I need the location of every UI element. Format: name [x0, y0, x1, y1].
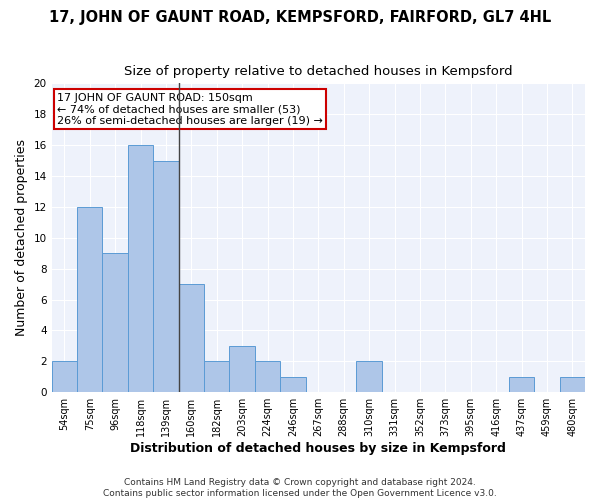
Bar: [103, 253, 128, 392]
Title: Size of property relative to detached houses in Kempsford: Size of property relative to detached ho…: [124, 65, 512, 78]
Bar: [204, 362, 229, 392]
Bar: [128, 145, 153, 392]
Bar: [229, 346, 255, 392]
Bar: [179, 284, 204, 392]
Text: 17, JOHN OF GAUNT ROAD, KEMPSFORD, FAIRFORD, GL7 4HL: 17, JOHN OF GAUNT ROAD, KEMPSFORD, FAIRF…: [49, 10, 551, 25]
Bar: [509, 377, 534, 392]
Text: 17 JOHN OF GAUNT ROAD: 150sqm
← 74% of detached houses are smaller (53)
26% of s: 17 JOHN OF GAUNT ROAD: 150sqm ← 74% of d…: [57, 92, 323, 126]
Bar: [52, 362, 77, 392]
Y-axis label: Number of detached properties: Number of detached properties: [15, 140, 28, 336]
Bar: [560, 377, 585, 392]
Text: Contains HM Land Registry data © Crown copyright and database right 2024.
Contai: Contains HM Land Registry data © Crown c…: [103, 478, 497, 498]
X-axis label: Distribution of detached houses by size in Kempsford: Distribution of detached houses by size …: [130, 442, 506, 455]
Bar: [356, 362, 382, 392]
Bar: [77, 207, 103, 392]
Bar: [153, 160, 179, 392]
Bar: [280, 377, 305, 392]
Bar: [255, 362, 280, 392]
